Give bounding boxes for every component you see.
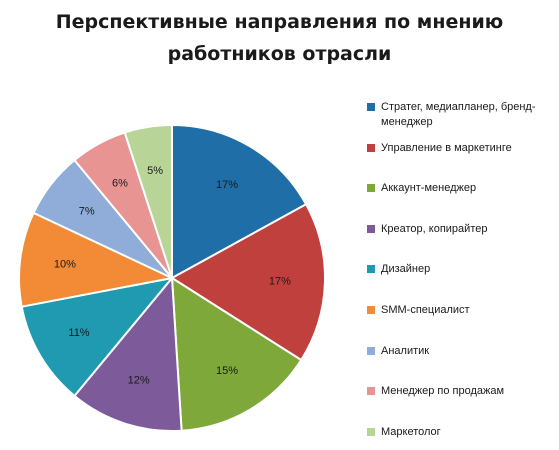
legend-label: Управление в маркетинге bbox=[381, 141, 512, 154]
pie-data-label-8: 6% bbox=[112, 177, 128, 189]
legend-label: Стратег, медиапланер, бренд-менеджер bbox=[381, 101, 536, 128]
legend-item-7: Аналитик bbox=[367, 344, 557, 359]
pie-slice-5 bbox=[20, 277, 173, 397]
legend-swatch bbox=[367, 306, 375, 314]
legend-label: Менеджер по продажам bbox=[381, 385, 505, 398]
legend-label: SMM-специалист bbox=[381, 304, 470, 316]
pie-data-label-2: 17% bbox=[269, 275, 291, 287]
pie-data-label-3: 15% bbox=[216, 365, 238, 377]
pie-data-label-5: 11% bbox=[68, 327, 89, 339]
legend-label: Аккаунт-менеджер bbox=[381, 182, 477, 195]
legend-label: Аналитик bbox=[381, 344, 430, 357]
pie-slice-3 bbox=[171, 277, 303, 432]
legend-item-8: Менеджер по продажам bbox=[367, 384, 557, 399]
pie-data-label-9: 5% bbox=[147, 165, 163, 177]
pie-data-label-1: 17% bbox=[216, 179, 238, 191]
pie-data-label-6: 10% bbox=[54, 258, 76, 270]
legend-swatch bbox=[367, 224, 375, 233]
legend-swatch bbox=[367, 427, 375, 436]
pie-slice-1 bbox=[171, 124, 308, 279]
legend-swatch bbox=[367, 265, 375, 274]
pie-slice-9 bbox=[123, 124, 173, 279]
legend-label: Креатор, копирайтер bbox=[381, 222, 488, 235]
pie-slice-6 bbox=[18, 211, 173, 308]
legend-label: Дизайнер bbox=[381, 263, 431, 276]
legend-swatch bbox=[367, 387, 375, 396]
legend-item-6: SMM-специалист bbox=[367, 303, 557, 318]
pie-data-labels: 17% 17% 15% 12% 11% 10% 7% 6% 5% bbox=[54, 165, 291, 386]
legend-swatch bbox=[367, 103, 375, 111]
chart-title-line-2: работников отрасли bbox=[167, 43, 392, 65]
legend-item-2: Управление в маркетинге bbox=[367, 141, 557, 156]
pie-slice-4 bbox=[73, 277, 183, 433]
legend-item-4: Креатор, копирайтер bbox=[367, 222, 557, 237]
legend-item-1: Стратег, медиапланер, бренд-менеджер bbox=[367, 100, 557, 130]
pie-slice-2 bbox=[171, 203, 326, 361]
chart-title: Перспективные направления по мнению рабо… bbox=[0, 6, 559, 70]
legend-swatch bbox=[367, 143, 375, 152]
chart-title-line-1: Перспективные направления по мнению bbox=[55, 11, 504, 33]
legend-item-3: Аккаунт-менеджер bbox=[367, 181, 557, 196]
pie-data-label-4: 12% bbox=[128, 375, 150, 387]
legend-swatch bbox=[367, 346, 375, 355]
legend-label: Маркетолог bbox=[381, 425, 441, 438]
legend-item-5: Дизайнер bbox=[367, 262, 557, 277]
pie-slices bbox=[18, 124, 326, 433]
legend-item-9: Маркетолог bbox=[367, 425, 557, 440]
legend-swatch bbox=[367, 184, 375, 193]
pie-data-label-7: 7% bbox=[79, 206, 95, 218]
